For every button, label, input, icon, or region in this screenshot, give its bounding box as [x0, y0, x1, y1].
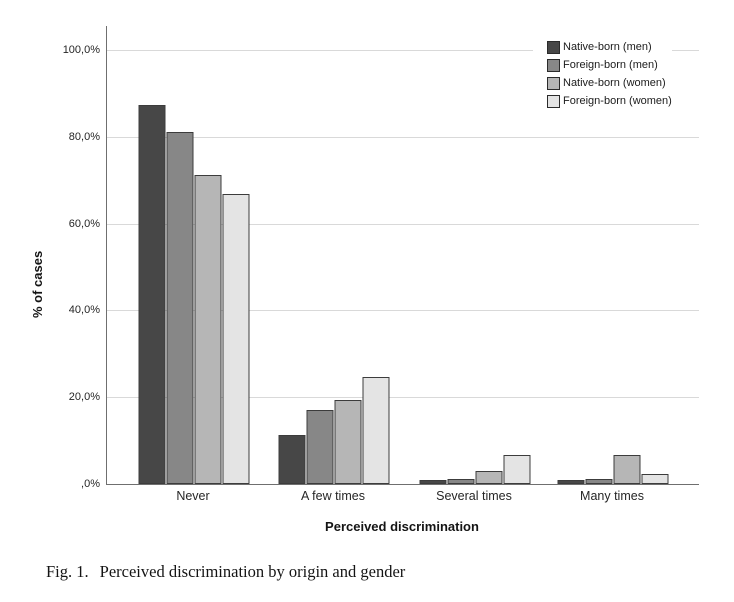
- legend-item-foreign-born-men: Foreign-born (men): [547, 56, 672, 74]
- y-tick-label-0: ,0%: [81, 478, 100, 490]
- bar-native-born-men-a-few-times: [278, 434, 306, 484]
- bar-group-several-times: [419, 454, 531, 484]
- legend-swatch-icon: [547, 58, 560, 72]
- legend-item-foreign-born-women: Foreign-born (women): [547, 92, 672, 110]
- bar-native-born-women-a-few-times: [334, 399, 362, 484]
- x-axis-title: Perceived discrimination: [325, 519, 479, 534]
- legend-label: Foreign-born (men): [563, 59, 658, 71]
- y-tick-label-100: 100,0%: [62, 44, 100, 56]
- bar-foreign-born-women-never: [222, 193, 250, 484]
- bar-foreign-born-men-a-few-times: [306, 410, 334, 484]
- x-category-label-a-few-times: A few times: [301, 489, 365, 503]
- bar-foreign-born-women-a-few-times: [362, 377, 390, 484]
- legend-label: Foreign-born (women): [563, 95, 672, 107]
- legend-label: Native-born (men): [563, 41, 652, 53]
- y-tick-label-60: 60,0%: [68, 217, 100, 230]
- gridline-80: [107, 136, 699, 138]
- bar-foreign-born-men-never: [166, 132, 194, 484]
- bar-native-born-men-never: [138, 105, 166, 484]
- x-category-label-several-times: Several times: [436, 489, 512, 503]
- bar-native-born-men-many-times: [557, 480, 585, 484]
- bar-foreign-born-women-several-times: [503, 454, 531, 484]
- x-category-label-many-times: Many times: [580, 489, 644, 503]
- bar-foreign-born-men-many-times: [585, 479, 613, 484]
- legend-item-native-born-women: Native-born (women): [547, 74, 672, 92]
- y-tick-label-80: 80,0%: [68, 130, 100, 143]
- y-tick-label-40: 40,0%: [68, 304, 100, 317]
- legend-item-native-born-men: Native-born (men): [547, 38, 672, 56]
- bar-native-born-women-never: [194, 175, 222, 484]
- gridline-40: [107, 310, 699, 312]
- legend-swatch-icon: [547, 94, 560, 108]
- bar-group-a-few-times: [278, 377, 390, 484]
- y-tick-label-20: 20,0%: [68, 391, 100, 404]
- legend-swatch-icon: [547, 40, 560, 54]
- bar-foreign-born-men-several-times: [447, 479, 475, 484]
- legend-swatch-icon: [547, 76, 560, 90]
- legend-label: Native-born (women): [563, 77, 666, 89]
- gridline-20: [107, 397, 699, 399]
- bar-group-never: [138, 105, 250, 484]
- bar-foreign-born-women-many-times: [641, 474, 669, 484]
- plot-area: [106, 26, 699, 485]
- caption-label: Fig. 1.: [46, 562, 89, 581]
- x-category-label-never: Never: [176, 489, 210, 503]
- gridline-100: [107, 50, 699, 51]
- bar-native-born-women-several-times: [475, 470, 503, 484]
- bar-native-born-women-many-times: [613, 455, 641, 484]
- caption-text: Perceived discrimination by origin and g…: [99, 562, 406, 581]
- gridline-60: [107, 223, 699, 225]
- bar-native-born-men-several-times: [419, 480, 447, 484]
- bar-group-many-times: [557, 455, 669, 484]
- legend: Native-born (men) Foreign-born (men) Nativ…: [533, 38, 672, 110]
- figure-caption: Fig. 1. Perceived discrimination by origi…: [46, 562, 405, 582]
